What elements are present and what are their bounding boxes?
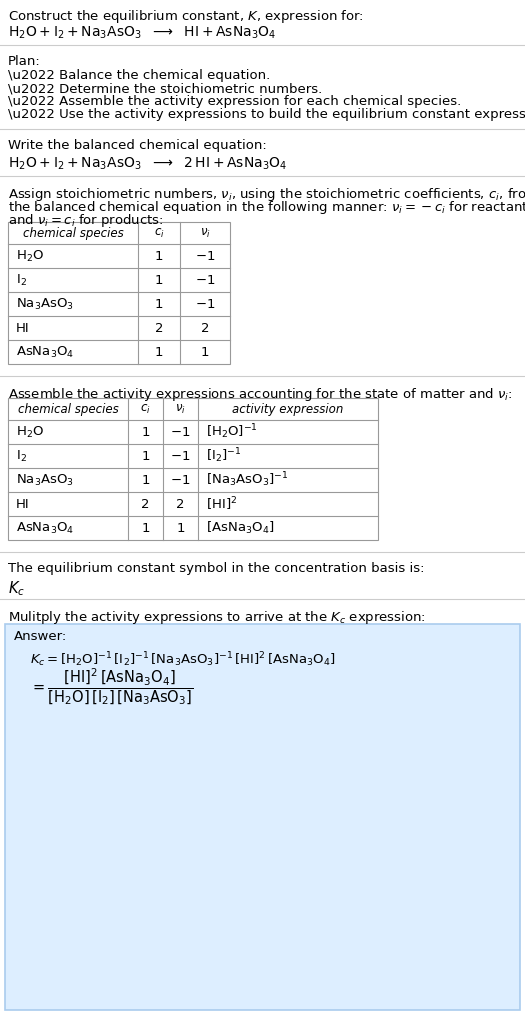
Text: \u2022 Use the activity expressions to build the equilibrium constant expression: \u2022 Use the activity expressions to b… — [8, 108, 525, 121]
Text: 1: 1 — [141, 450, 150, 463]
Text: 1: 1 — [141, 474, 150, 486]
Text: 1: 1 — [141, 425, 150, 438]
Text: $\nu_i$: $\nu_i$ — [175, 403, 186, 415]
Text: 1: 1 — [155, 297, 163, 311]
Text: Answer:: Answer: — [14, 630, 67, 642]
Text: chemical species: chemical species — [18, 403, 118, 415]
Text: chemical species: chemical species — [23, 226, 123, 240]
Text: $-1$: $-1$ — [170, 425, 191, 438]
Text: $c_i$: $c_i$ — [154, 226, 164, 240]
Text: $[\mathrm{H_2O}]^{-1}$: $[\mathrm{H_2O}]^{-1}$ — [206, 422, 258, 442]
Text: 1: 1 — [176, 522, 185, 535]
Text: $-1$: $-1$ — [195, 297, 215, 311]
Text: 2: 2 — [201, 322, 209, 335]
Text: 2: 2 — [155, 322, 163, 335]
Text: \u2022 Balance the chemical equation.: \u2022 Balance the chemical equation. — [8, 69, 270, 82]
Text: The equilibrium constant symbol in the concentration basis is:: The equilibrium constant symbol in the c… — [8, 562, 425, 576]
Text: $\mathrm{H_2O + I_2 + Na_3AsO_3}$  $\longrightarrow$  $\mathrm{HI + AsNa_3O_4}$: $\mathrm{H_2O + I_2 + Na_3AsO_3}$ $\long… — [8, 25, 276, 42]
Text: $\mathrm{H_2O + I_2 + Na_3AsO_3}$  $\longrightarrow$  $\mathrm{2\,HI + AsNa_3O_4: $\mathrm{H_2O + I_2 + Na_3AsO_3}$ $\long… — [8, 156, 287, 173]
Text: 2: 2 — [176, 497, 185, 511]
Text: $= \dfrac{[\mathrm{HI}]^2\,[\mathrm{AsNa_3O_4}]}{[\mathrm{H_2O}]\,[\mathrm{I_2}]: $= \dfrac{[\mathrm{HI}]^2\,[\mathrm{AsNa… — [30, 666, 193, 706]
Text: 1: 1 — [155, 273, 163, 286]
Text: the balanced chemical equation in the following manner: $\nu_i = -c_i$ for react: the balanced chemical equation in the fo… — [8, 199, 525, 216]
Text: and $\nu_i = c_i$ for products:: and $\nu_i = c_i$ for products: — [8, 212, 164, 229]
Text: $\mathrm{H_2O}$: $\mathrm{H_2O}$ — [16, 249, 44, 264]
Text: Write the balanced chemical equation:: Write the balanced chemical equation: — [8, 139, 267, 152]
Text: $c_i$: $c_i$ — [140, 403, 151, 415]
Text: 1: 1 — [141, 522, 150, 535]
Text: $-1$: $-1$ — [195, 273, 215, 286]
Text: 1: 1 — [155, 345, 163, 358]
Text: HI: HI — [16, 497, 29, 511]
Bar — [8, 222, 230, 364]
Text: $-1$: $-1$ — [170, 450, 191, 463]
Text: $[\mathrm{Na_3AsO_3}]^{-1}$: $[\mathrm{Na_3AsO_3}]^{-1}$ — [206, 471, 288, 489]
Bar — [5, 624, 520, 1010]
Text: Assemble the activity expressions accounting for the state of matter and $\nu_i$: Assemble the activity expressions accoun… — [8, 386, 513, 403]
Text: $K_c$: $K_c$ — [8, 579, 25, 598]
Text: $\nu_i$: $\nu_i$ — [200, 226, 211, 240]
Text: HI: HI — [16, 322, 29, 335]
Text: $[\mathrm{HI}]^2$: $[\mathrm{HI}]^2$ — [206, 495, 237, 513]
Text: $\mathrm{I_2}$: $\mathrm{I_2}$ — [16, 449, 27, 464]
Text: 1: 1 — [201, 345, 209, 358]
Text: $-1$: $-1$ — [195, 250, 215, 263]
Text: 2: 2 — [141, 497, 150, 511]
Text: $\mathrm{AsNa_3O_4}$: $\mathrm{AsNa_3O_4}$ — [16, 521, 74, 536]
Text: \u2022 Determine the stoichiometric numbers.: \u2022 Determine the stoichiometric numb… — [8, 82, 322, 95]
Text: Construct the equilibrium constant, $K$, expression for:: Construct the equilibrium constant, $K$,… — [8, 8, 364, 25]
Bar — [8, 398, 378, 540]
Text: $\mathrm{H_2O}$: $\mathrm{H_2O}$ — [16, 424, 44, 439]
Text: $\mathrm{Na_3AsO_3}$: $\mathrm{Na_3AsO_3}$ — [16, 296, 74, 312]
Text: $\mathrm{Na_3AsO_3}$: $\mathrm{Na_3AsO_3}$ — [16, 472, 74, 487]
Text: Plan:: Plan: — [8, 55, 41, 68]
Text: $[\mathrm{AsNa_3O_4}]$: $[\mathrm{AsNa_3O_4}]$ — [206, 520, 275, 536]
Text: $[\mathrm{I_2}]^{-1}$: $[\mathrm{I_2}]^{-1}$ — [206, 447, 242, 465]
Text: $\mathrm{AsNa_3O_4}$: $\mathrm{AsNa_3O_4}$ — [16, 344, 74, 359]
Text: $\mathrm{I_2}$: $\mathrm{I_2}$ — [16, 272, 27, 287]
Text: $-1$: $-1$ — [170, 474, 191, 486]
Text: Mulitply the activity expressions to arrive at the $K_c$ expression:: Mulitply the activity expressions to arr… — [8, 609, 426, 626]
Text: 1: 1 — [155, 250, 163, 263]
Text: Assign stoichiometric numbers, $\nu_i$, using the stoichiometric coefficients, $: Assign stoichiometric numbers, $\nu_i$, … — [8, 186, 525, 203]
Text: $K_c = [\mathrm{H_2O}]^{-1}\,[\mathrm{I_2}]^{-1}\,[\mathrm{Na_3AsO_3}]^{-1}\,[\m: $K_c = [\mathrm{H_2O}]^{-1}\,[\mathrm{I_… — [30, 650, 335, 669]
Text: \u2022 Assemble the activity expression for each chemical species.: \u2022 Assemble the activity expression … — [8, 95, 461, 108]
Text: activity expression: activity expression — [232, 403, 344, 415]
